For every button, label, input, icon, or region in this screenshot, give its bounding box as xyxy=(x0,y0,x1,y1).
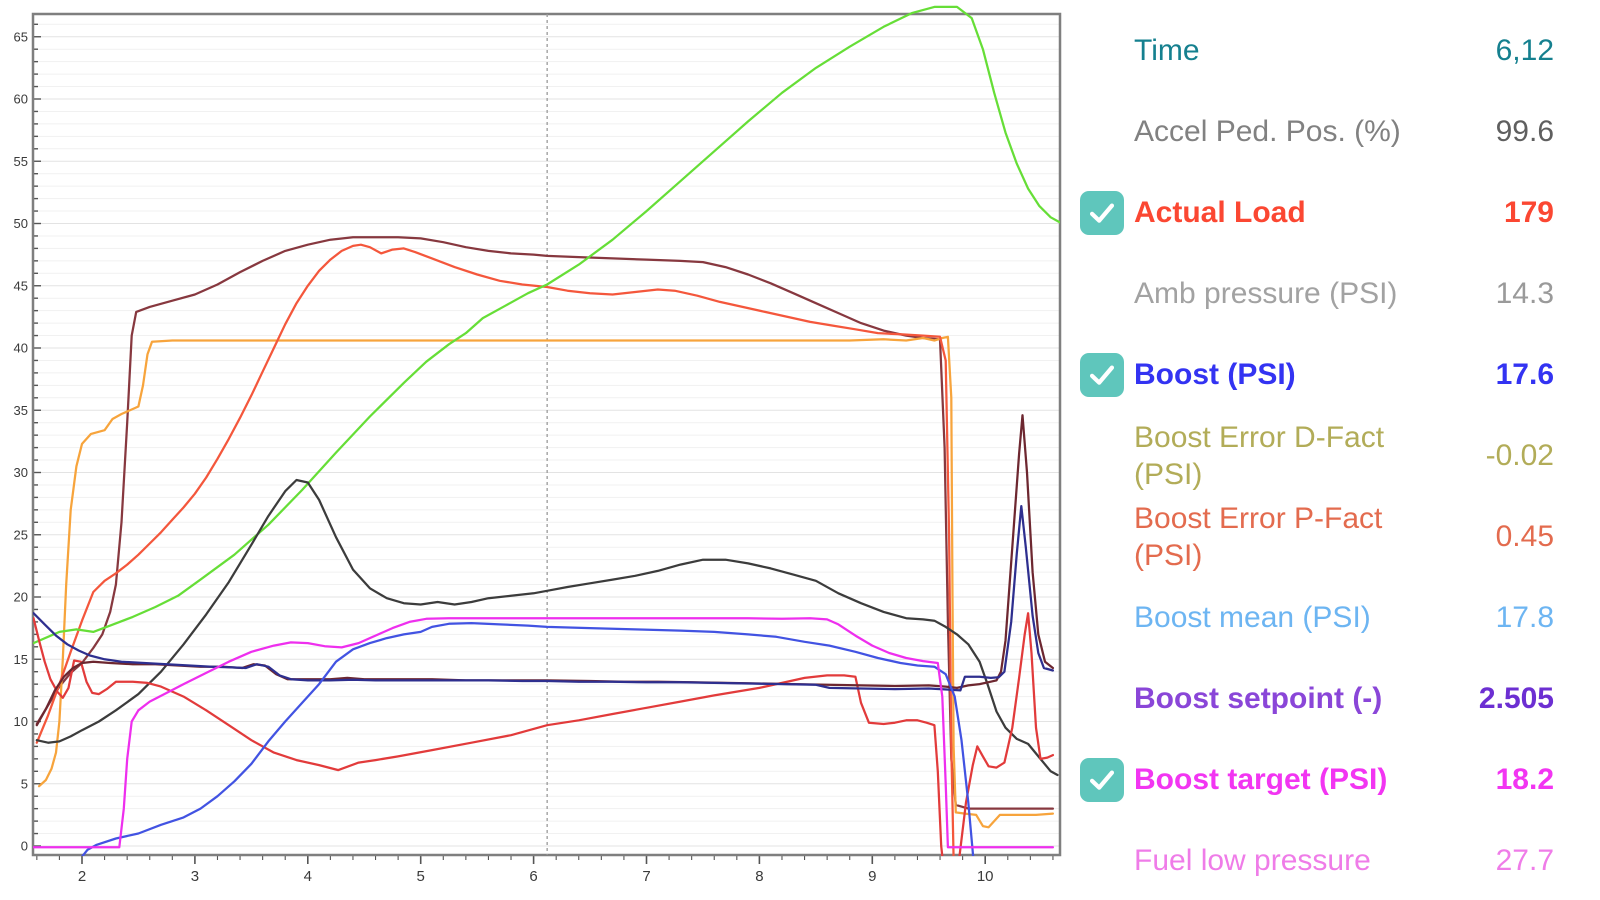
parameter-label: Boost target (PSI) xyxy=(1134,763,1388,796)
checkbox-slot xyxy=(1080,757,1134,802)
parameter-row[interactable]: Time 6,12 xyxy=(1070,10,1600,91)
svg-text:9: 9 xyxy=(868,868,876,885)
svg-text:30: 30 xyxy=(14,465,28,480)
svg-text:7: 7 xyxy=(642,868,650,885)
parameter-value: -0.02 xyxy=(1485,438,1554,472)
svg-text:5: 5 xyxy=(21,776,28,791)
parameter-label: Boost Error P-Fact (PSI) xyxy=(1134,501,1383,572)
checkbox-slot xyxy=(1080,352,1134,397)
svg-text:60: 60 xyxy=(14,92,28,107)
parameter-row[interactable]: Boost Error P-Fact (PSI) 0.45 xyxy=(1070,496,1600,577)
parameter-value: 17.8 xyxy=(1495,600,1554,634)
parameter-label: Fuel low pressure xyxy=(1134,844,1371,877)
svg-text:2: 2 xyxy=(78,868,86,885)
svg-text:10: 10 xyxy=(14,714,28,729)
svg-text:8: 8 xyxy=(755,868,763,885)
series-red-orange-line xyxy=(35,243,955,856)
svg-text:45: 45 xyxy=(14,278,28,293)
svg-text:40: 40 xyxy=(14,341,28,356)
svg-text:10: 10 xyxy=(977,868,994,885)
parameter-label: Accel Ped. Pos. (%) xyxy=(1134,115,1401,148)
parameter-value: 6,12 xyxy=(1495,33,1554,67)
parameter-label: Boost mean (PSI) xyxy=(1134,601,1371,634)
parameter-value: 0.45 xyxy=(1495,519,1554,553)
parameter-row[interactable]: Accel Ped. Pos. (%) 99.6 xyxy=(1070,91,1600,172)
svg-text:25: 25 xyxy=(14,527,28,542)
parameter-value: 14.3 xyxy=(1495,276,1554,310)
parameter-row[interactable]: Boost target (PSI) 18.2 xyxy=(1070,739,1600,820)
series-blue-line xyxy=(81,621,975,856)
svg-text:6: 6 xyxy=(529,868,537,885)
parameter-label: Boost Error D-Fact (PSI) xyxy=(1134,420,1385,491)
parameter-row[interactable]: Fuel low pressure 27.7 xyxy=(1070,820,1600,900)
parameter-legend-panel: Time 6,12 Accel Ped. Pos. (%) 99.6 Actua… xyxy=(1070,0,1600,900)
series-maroon-line xyxy=(35,236,1055,810)
parameter-label: Boost (PSI) xyxy=(1134,358,1296,391)
svg-text:65: 65 xyxy=(14,29,28,44)
parameter-value: 2.505 xyxy=(1478,681,1554,715)
series-dark-red-line xyxy=(35,414,1055,727)
svg-text:4: 4 xyxy=(304,868,312,885)
svg-text:50: 50 xyxy=(14,216,28,231)
svg-text:0: 0 xyxy=(21,839,28,854)
chart-series xyxy=(33,5,1060,856)
series-black-line xyxy=(35,478,1059,777)
checkbox-slot xyxy=(1080,190,1134,235)
parameter-value: 99.6 xyxy=(1495,114,1554,148)
parameter-label: Boost setpoint (-) xyxy=(1134,682,1383,715)
series-red-line xyxy=(33,612,1055,856)
series-navy-line xyxy=(33,504,1055,692)
checkbox-checked-icon[interactable] xyxy=(1080,757,1124,802)
checkbox-checked-icon[interactable] xyxy=(1080,352,1124,397)
svg-text:35: 35 xyxy=(14,403,28,418)
series-magenta-line xyxy=(33,617,1055,849)
svg-text:3: 3 xyxy=(191,868,199,885)
svg-text:5: 5 xyxy=(417,868,425,885)
checkbox-checked-icon[interactable] xyxy=(1080,190,1124,235)
series-green-line xyxy=(33,5,1060,645)
svg-text:15: 15 xyxy=(14,652,28,667)
parameter-row[interactable]: Actual Load 179 xyxy=(1070,172,1600,253)
chart-area[interactable]: 0 5 10 15 20 25 30 35 40 45 50 55 60 65 2 3 4 5 6 7 8 9 10 xyxy=(0,0,1070,900)
parameter-label: Actual Load xyxy=(1134,196,1306,229)
parameter-value: 17.6 xyxy=(1495,357,1554,391)
parameter-row[interactable]: Boost (PSI) 17.6 xyxy=(1070,334,1600,415)
svg-text:20: 20 xyxy=(14,590,28,605)
parameter-value: 27.7 xyxy=(1495,843,1554,877)
parameter-row[interactable]: Boost Error D-Fact (PSI) -0.02 xyxy=(1070,415,1600,496)
parameter-label: Amb pressure (PSI) xyxy=(1134,277,1398,310)
parameter-row[interactable]: Boost setpoint (-) 2.505 xyxy=(1070,658,1600,739)
parameter-value: 179 xyxy=(1503,195,1554,229)
series-orange-line xyxy=(37,335,1055,829)
svg-text:55: 55 xyxy=(14,154,28,169)
parameter-row[interactable]: Amb pressure (PSI) 14.3 xyxy=(1070,253,1600,334)
parameter-row[interactable]: Boost mean (PSI) 17.8 xyxy=(1070,577,1600,658)
parameter-value: 18.2 xyxy=(1495,762,1554,796)
parameter-label: Time xyxy=(1134,34,1200,67)
